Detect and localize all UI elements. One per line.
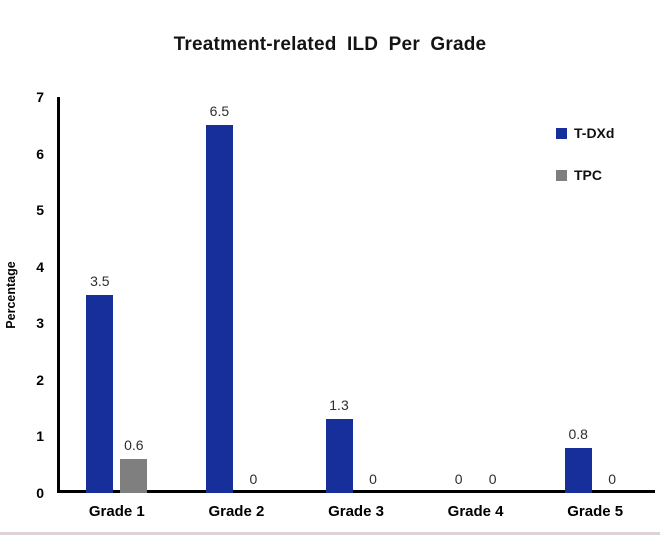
value-label: 0: [608, 471, 617, 487]
legend-swatch-tdxd: [556, 128, 567, 139]
y-tick-label: 4: [36, 258, 44, 275]
value-label: 0.6: [124, 437, 144, 454]
legend-swatch-tpc: [556, 170, 567, 181]
plot-area: [57, 97, 655, 493]
bottom-strip: [0, 532, 660, 535]
value-label: 0.8: [568, 425, 588, 442]
value-label: 6.5: [209, 103, 230, 120]
value-label: 0: [249, 471, 258, 487]
legend-label-tpc: TPC: [574, 167, 602, 183]
bar-tdxd: [205, 125, 233, 493]
bar-tdxd: [325, 419, 353, 493]
y-tick-label: 0: [36, 485, 44, 501]
x-axis-label: Grade 4: [447, 503, 504, 520]
y-tick-label: 2: [36, 371, 44, 388]
y-tick-label: 1: [36, 428, 44, 445]
y-axis-title: Percentage: [4, 261, 18, 329]
value-label: 3.5: [90, 273, 110, 289]
chart-title: Treatment-related ILD Per Grade: [173, 34, 487, 55]
value-label: 0: [488, 471, 497, 487]
y-tick-label: 5: [36, 202, 44, 219]
x-axis-label: Grade 1: [88, 503, 145, 520]
x-axis-label: Grade 3: [328, 503, 384, 520]
x-axis-label: Grade 5: [567, 503, 624, 520]
y-tick-label: 6: [36, 145, 44, 162]
bar-tdxd: [564, 447, 592, 493]
y-tick-label: 3: [36, 315, 44, 332]
x-axis-label: Grade 2: [208, 503, 265, 520]
y-tick-label: 7: [36, 89, 44, 105]
legend-item-tpc: TPC: [556, 168, 614, 183]
bar-tdxd: [86, 295, 114, 493]
bar-tpc: [120, 459, 148, 493]
value-label: 1.3: [329, 397, 349, 414]
value-label: 0: [454, 471, 463, 487]
legend-label-tdxd: T-DXd: [574, 125, 615, 141]
legend-item-tdxd: T-DXd: [556, 126, 614, 141]
value-label: 0: [369, 471, 377, 487]
legend: T-DXd TPC: [556, 126, 614, 183]
